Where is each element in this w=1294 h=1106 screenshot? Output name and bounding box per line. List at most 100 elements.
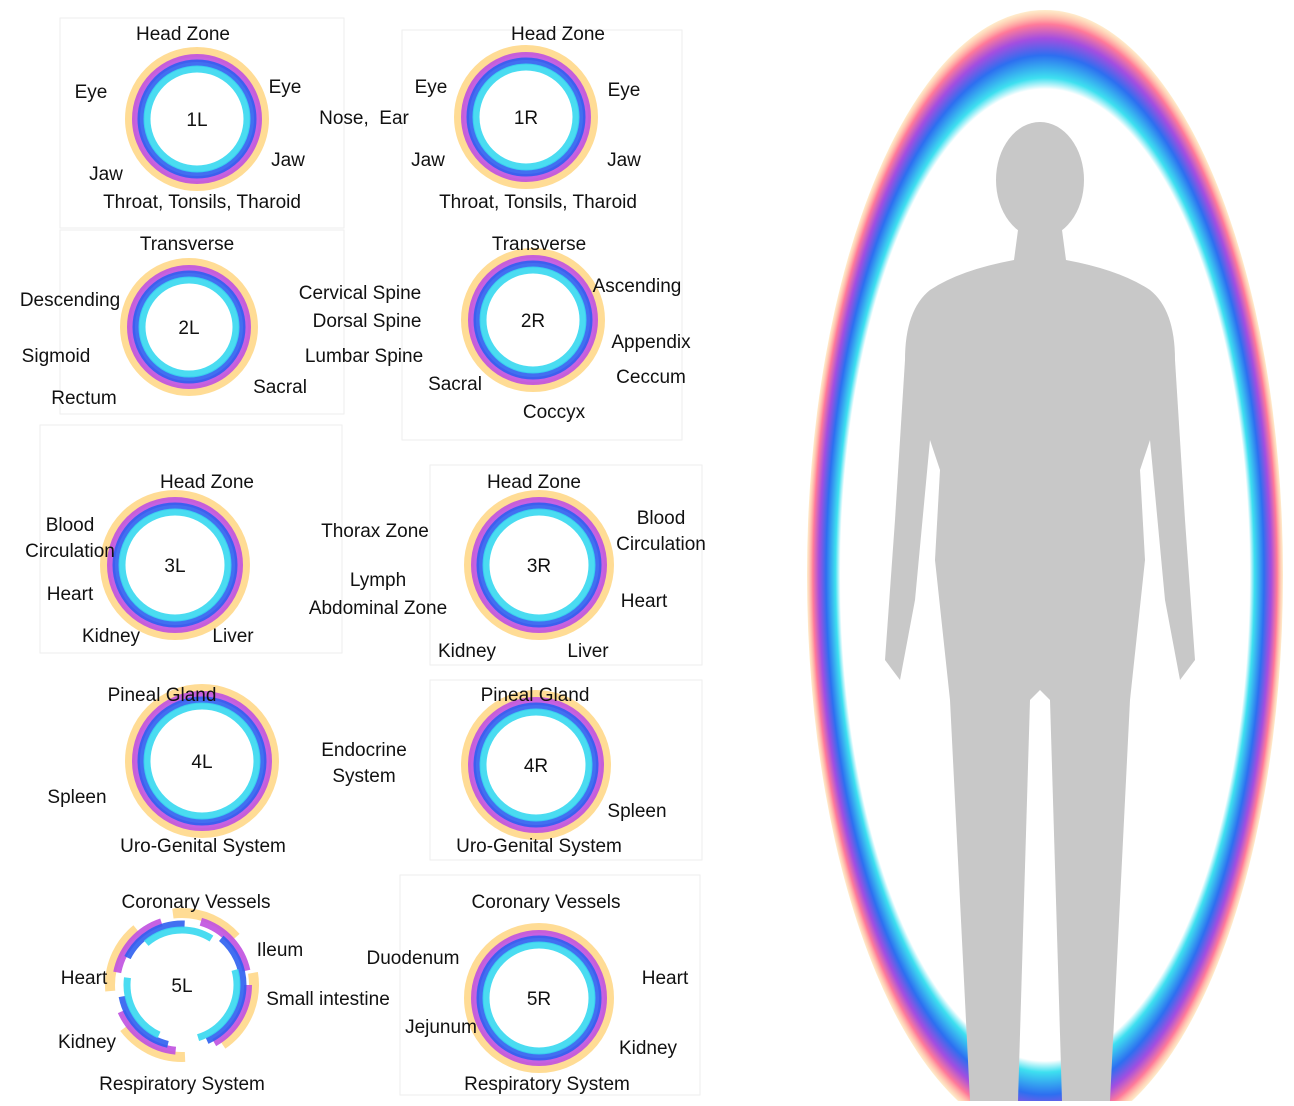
aura-ring <box>132 270 246 384</box>
organ-label: Jaw <box>411 150 445 171</box>
organ-label: Throat, Tonsils, Tharoid <box>103 192 301 213</box>
aura-ring <box>127 265 251 389</box>
zone-label: Nose, Ear <box>319 108 409 129</box>
organ-label: Rectum <box>51 388 116 409</box>
organ-label: Coronary Vessels <box>122 892 271 913</box>
ring-id: 4L <box>191 752 212 773</box>
zone-label: Endocrine <box>321 740 407 761</box>
organ-label: Liver <box>567 641 609 662</box>
organ-label: Head Zone <box>487 472 581 493</box>
organ-label: Ascending <box>593 276 682 297</box>
aura-ring <box>143 65 251 173</box>
organ-label: Respiratory System <box>464 1074 630 1095</box>
organ-label: Kidney <box>58 1032 117 1053</box>
aura-ring <box>137 59 257 179</box>
organ-label: Small intestine <box>266 989 390 1010</box>
ring-id: 5R <box>527 989 551 1010</box>
organ-label: Blood <box>637 508 686 529</box>
aura-ring <box>120 258 258 396</box>
organ-label: Eye <box>75 82 108 103</box>
organ-label: Eye <box>608 80 641 101</box>
aura-ring <box>107 497 243 633</box>
ring-id: 2L <box>178 318 199 339</box>
zone-label: Cervical Spine <box>299 283 422 304</box>
organ-label: Heart <box>61 968 108 989</box>
aura-ring <box>476 935 602 1061</box>
aura-ring <box>105 908 259 1062</box>
aura-ring <box>464 923 614 1073</box>
aura-ring <box>123 926 241 1044</box>
ring-id: 4R <box>524 756 548 777</box>
zone-label: System <box>332 766 395 787</box>
aura-ring <box>479 266 587 374</box>
aura-ring <box>473 702 599 828</box>
aura-ring <box>125 684 279 838</box>
organ-label: Head Zone <box>160 472 254 493</box>
aura-ring <box>454 45 598 189</box>
organ-label: Ceccum <box>616 367 686 388</box>
organ-label: Descending <box>20 290 120 311</box>
ring-id: 1L <box>186 110 207 131</box>
aura-ring <box>112 915 252 1055</box>
panel-frames <box>39 17 703 1096</box>
labels: 1L Head Zone Eye Eye Jaw Jaw Throat, Tonsils, … <box>20 24 706 1095</box>
zone-label: Thorax Zone <box>321 521 429 542</box>
aura-ring <box>468 697 604 833</box>
aura-ring <box>143 702 261 820</box>
organ-label: Kidney <box>619 1038 678 1059</box>
organ-label: Kidney <box>438 641 497 662</box>
aura-ring <box>472 63 580 171</box>
ring-id: 2R <box>521 311 545 332</box>
aura-ring <box>461 690 611 840</box>
zone-label: Lumbar Spine <box>305 346 423 367</box>
organ-label: Uro-Genital System <box>456 836 622 857</box>
zone-label: Abdominal Zone <box>309 598 447 619</box>
aura-ring <box>468 255 598 385</box>
zone-label: Dorsal Spine <box>313 311 422 332</box>
aura-ring <box>482 941 596 1055</box>
organ-label: Circulation <box>616 534 706 555</box>
organ-label: Coccyx <box>523 402 586 423</box>
ring-id: 3R <box>527 556 551 577</box>
organ-label: Jejunum <box>405 1017 477 1038</box>
organ-label: Coronary Vessels <box>472 892 621 913</box>
aura-ring <box>132 691 272 831</box>
organ-label: Eye <box>269 77 302 98</box>
ring-id: 5L <box>171 976 192 997</box>
aura-ring <box>464 490 614 640</box>
aura-figure <box>807 10 1283 1106</box>
organ-label: Transverse <box>140 234 234 255</box>
organ-label: Heart <box>642 968 689 989</box>
organ-label: Uro-Genital System <box>120 836 286 857</box>
organ-label: Head Zone <box>136 24 230 45</box>
organ-label: Liver <box>212 626 254 647</box>
organ-label: Pineal Gland <box>108 685 217 706</box>
organ-label: Spleen <box>47 787 106 808</box>
aura-ring <box>100 490 250 640</box>
aura-ring <box>125 47 269 191</box>
organ-label: Kidney <box>82 626 141 647</box>
zone-label: Lymph <box>350 570 406 591</box>
organ-label: Blood <box>46 515 95 536</box>
organ-label: Circulation <box>25 541 115 562</box>
ring-id: 3L <box>164 556 185 577</box>
organ-label: Jaw <box>89 164 123 185</box>
aura-ring <box>479 708 593 822</box>
organ-label: Eye <box>415 77 448 98</box>
aura-ring <box>118 508 232 622</box>
organ-label: Transverse <box>492 234 586 255</box>
organ-label: Duodenum <box>367 948 460 969</box>
aura-ring <box>461 52 591 182</box>
organ-label: Pineal Gland <box>481 685 590 706</box>
aura-ring <box>132 54 262 184</box>
silhouette <box>885 122 1195 1101</box>
organ-label: Appendix <box>611 332 691 353</box>
organ-label: Sigmoid <box>22 346 91 367</box>
aura-ring <box>138 276 240 378</box>
aura-ring <box>112 502 238 628</box>
organ-label: Respiratory System <box>99 1074 265 1095</box>
aura-ring <box>461 248 605 392</box>
organ-label: Jaw <box>271 150 305 171</box>
aura-ring <box>117 920 247 1050</box>
